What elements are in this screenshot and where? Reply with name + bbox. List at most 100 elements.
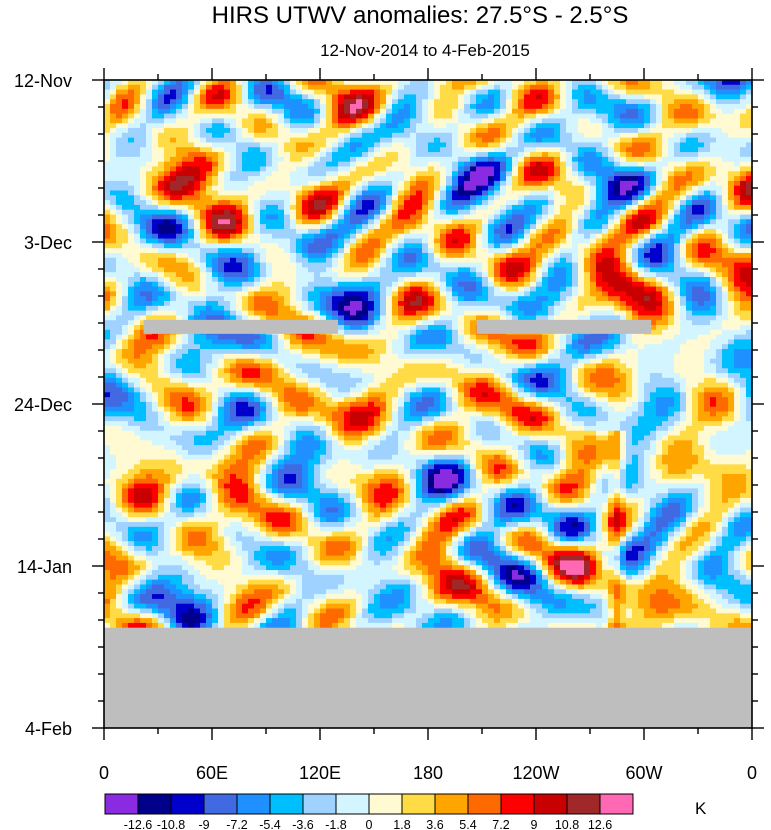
heatmap-cell	[404, 228, 411, 235]
heatmap-cell	[602, 281, 609, 288]
heatmap-cell	[152, 233, 159, 240]
heatmap-cell	[614, 99, 621, 105]
heatmap-cell	[296, 291, 303, 297]
heatmap-cell	[314, 262, 321, 268]
heatmap-cell	[542, 137, 549, 144]
heatmap-cell	[674, 147, 681, 153]
heatmap-cell	[698, 209, 705, 216]
heatmap-cell	[500, 99, 507, 105]
heatmap-cell	[446, 113, 453, 120]
heatmap-cell	[572, 108, 579, 115]
heatmap-cell	[698, 132, 705, 139]
heatmap-cell	[302, 281, 309, 288]
heatmap-cell	[656, 238, 663, 244]
heatmap-cell	[194, 224, 201, 230]
heatmap-cell	[188, 301, 195, 307]
heatmap-cell	[746, 252, 753, 259]
heatmap-cell	[416, 128, 423, 134]
heatmap-cell	[626, 137, 633, 144]
heatmap-cell	[734, 190, 741, 196]
heatmap-cell	[614, 200, 621, 206]
heatmap-cell	[524, 209, 531, 216]
heatmap-cell	[422, 104, 429, 110]
heatmap-cell	[116, 94, 123, 100]
heatmap-cell	[728, 180, 735, 187]
heatmap-cell	[452, 214, 459, 220]
heatmap-cell	[344, 190, 351, 196]
heatmap-cell	[110, 301, 117, 307]
heatmap-cell	[578, 161, 585, 168]
heatmap-cell	[356, 233, 363, 240]
heatmap-cell	[614, 204, 621, 211]
heatmap-cell	[110, 128, 117, 134]
heatmap-cell	[620, 219, 627, 225]
heatmap-cell	[650, 84, 657, 91]
heatmap-cell	[308, 200, 315, 206]
heatmap-cell	[374, 219, 381, 225]
heatmap-cell	[464, 286, 471, 292]
heatmap-cell	[722, 219, 729, 225]
heatmap-cell	[620, 132, 627, 139]
heatmap-cell	[374, 128, 381, 134]
heatmap-cell	[488, 190, 495, 196]
heatmap-cell	[212, 204, 219, 211]
heatmap-cell	[230, 262, 237, 268]
heatmap-cell	[476, 296, 483, 302]
heatmap-cell	[374, 243, 381, 249]
heatmap-cell	[236, 257, 243, 264]
heatmap-cell	[458, 137, 465, 144]
heatmap-cell	[488, 185, 495, 192]
heatmap-cell	[422, 99, 429, 105]
heatmap-cell	[566, 228, 573, 235]
heatmap-cell	[740, 252, 747, 259]
heatmap-cell	[146, 142, 153, 148]
heatmap-cell	[104, 276, 111, 283]
heatmap-cell	[104, 272, 111, 278]
heatmap-cell	[314, 195, 321, 201]
heatmap-cell	[362, 233, 369, 240]
heatmap-cell	[674, 200, 681, 206]
heatmap-cell	[110, 89, 117, 96]
heatmap-cell	[110, 257, 117, 264]
heatmap-cell	[230, 248, 237, 254]
heatmap-cell	[506, 209, 513, 216]
heatmap-cell	[740, 147, 747, 153]
heatmap-cell	[278, 132, 285, 139]
heatmap-cell	[182, 118, 189, 124]
heatmap-cell	[710, 272, 717, 278]
heatmap-cell	[494, 132, 501, 139]
heatmap-cell	[536, 257, 543, 264]
heatmap-cell	[542, 296, 549, 302]
heatmap-cell	[158, 94, 165, 100]
heatmap-cell	[236, 301, 243, 307]
heatmap-cell	[320, 89, 327, 96]
heatmap-cell	[464, 296, 471, 302]
heatmap-cell	[404, 161, 411, 168]
heatmap-cell	[518, 252, 525, 259]
heatmap-cell	[194, 204, 201, 211]
heatmap-cell	[554, 296, 561, 302]
heatmap-cell	[314, 267, 321, 273]
heatmap-cell	[236, 128, 243, 134]
heatmap-cell	[212, 286, 219, 292]
heatmap-cell	[716, 185, 723, 192]
heatmap-cell	[722, 108, 729, 115]
heatmap-cell	[302, 296, 309, 302]
heatmap-cell	[614, 214, 621, 220]
heatmap-cell	[272, 128, 279, 134]
heatmap-cell	[272, 123, 279, 129]
heatmap-cell	[680, 276, 687, 283]
heatmap-cell	[200, 200, 207, 206]
heatmap-cell	[548, 104, 555, 110]
heatmap-cell	[194, 233, 201, 240]
heatmap-cell	[374, 161, 381, 168]
heatmap-cell	[452, 286, 459, 292]
heatmap-cell	[626, 185, 633, 192]
heatmap-cell	[362, 180, 369, 187]
heatmap-cell	[308, 228, 315, 235]
heatmap-cell	[722, 204, 729, 211]
heatmap-cell	[662, 286, 669, 292]
heatmap-cell	[488, 228, 495, 235]
heatmap-cell	[476, 276, 483, 283]
heatmap-cell	[320, 286, 327, 292]
